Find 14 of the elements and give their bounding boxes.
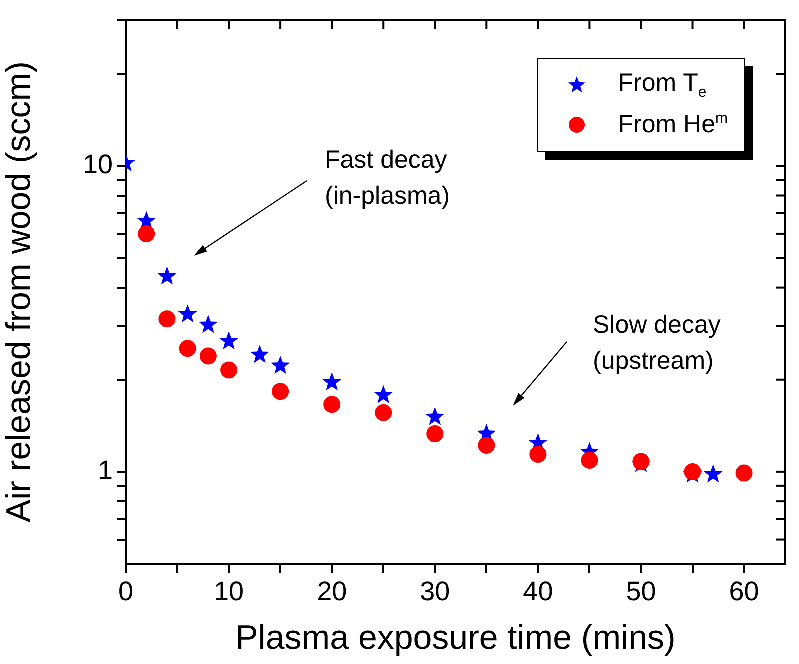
legend-label: From T$_{e}$ bbox=[618, 69, 707, 101]
x-tick-label: 20 bbox=[317, 576, 348, 607]
annotation: Fast decay (in-plasma) bbox=[325, 145, 450, 212]
annotation: Slow decay (upstream) bbox=[593, 310, 721, 377]
x-tick-label: 40 bbox=[523, 576, 554, 607]
x-tick-label: 50 bbox=[626, 576, 656, 607]
y-tick-label: 1 bbox=[98, 455, 113, 486]
x-tick-label: 0 bbox=[118, 576, 134, 607]
x-tick-label: 60 bbox=[729, 576, 760, 607]
legend-label: From He$^{m}$ bbox=[618, 110, 728, 140]
x-tick-label: 10 bbox=[214, 576, 244, 607]
x-axis-title: Plasma exposure time (mins) bbox=[236, 618, 676, 657]
y-axis-title: Air released from wood (sccm) bbox=[0, 62, 38, 523]
x-tick-label: 30 bbox=[420, 576, 450, 607]
